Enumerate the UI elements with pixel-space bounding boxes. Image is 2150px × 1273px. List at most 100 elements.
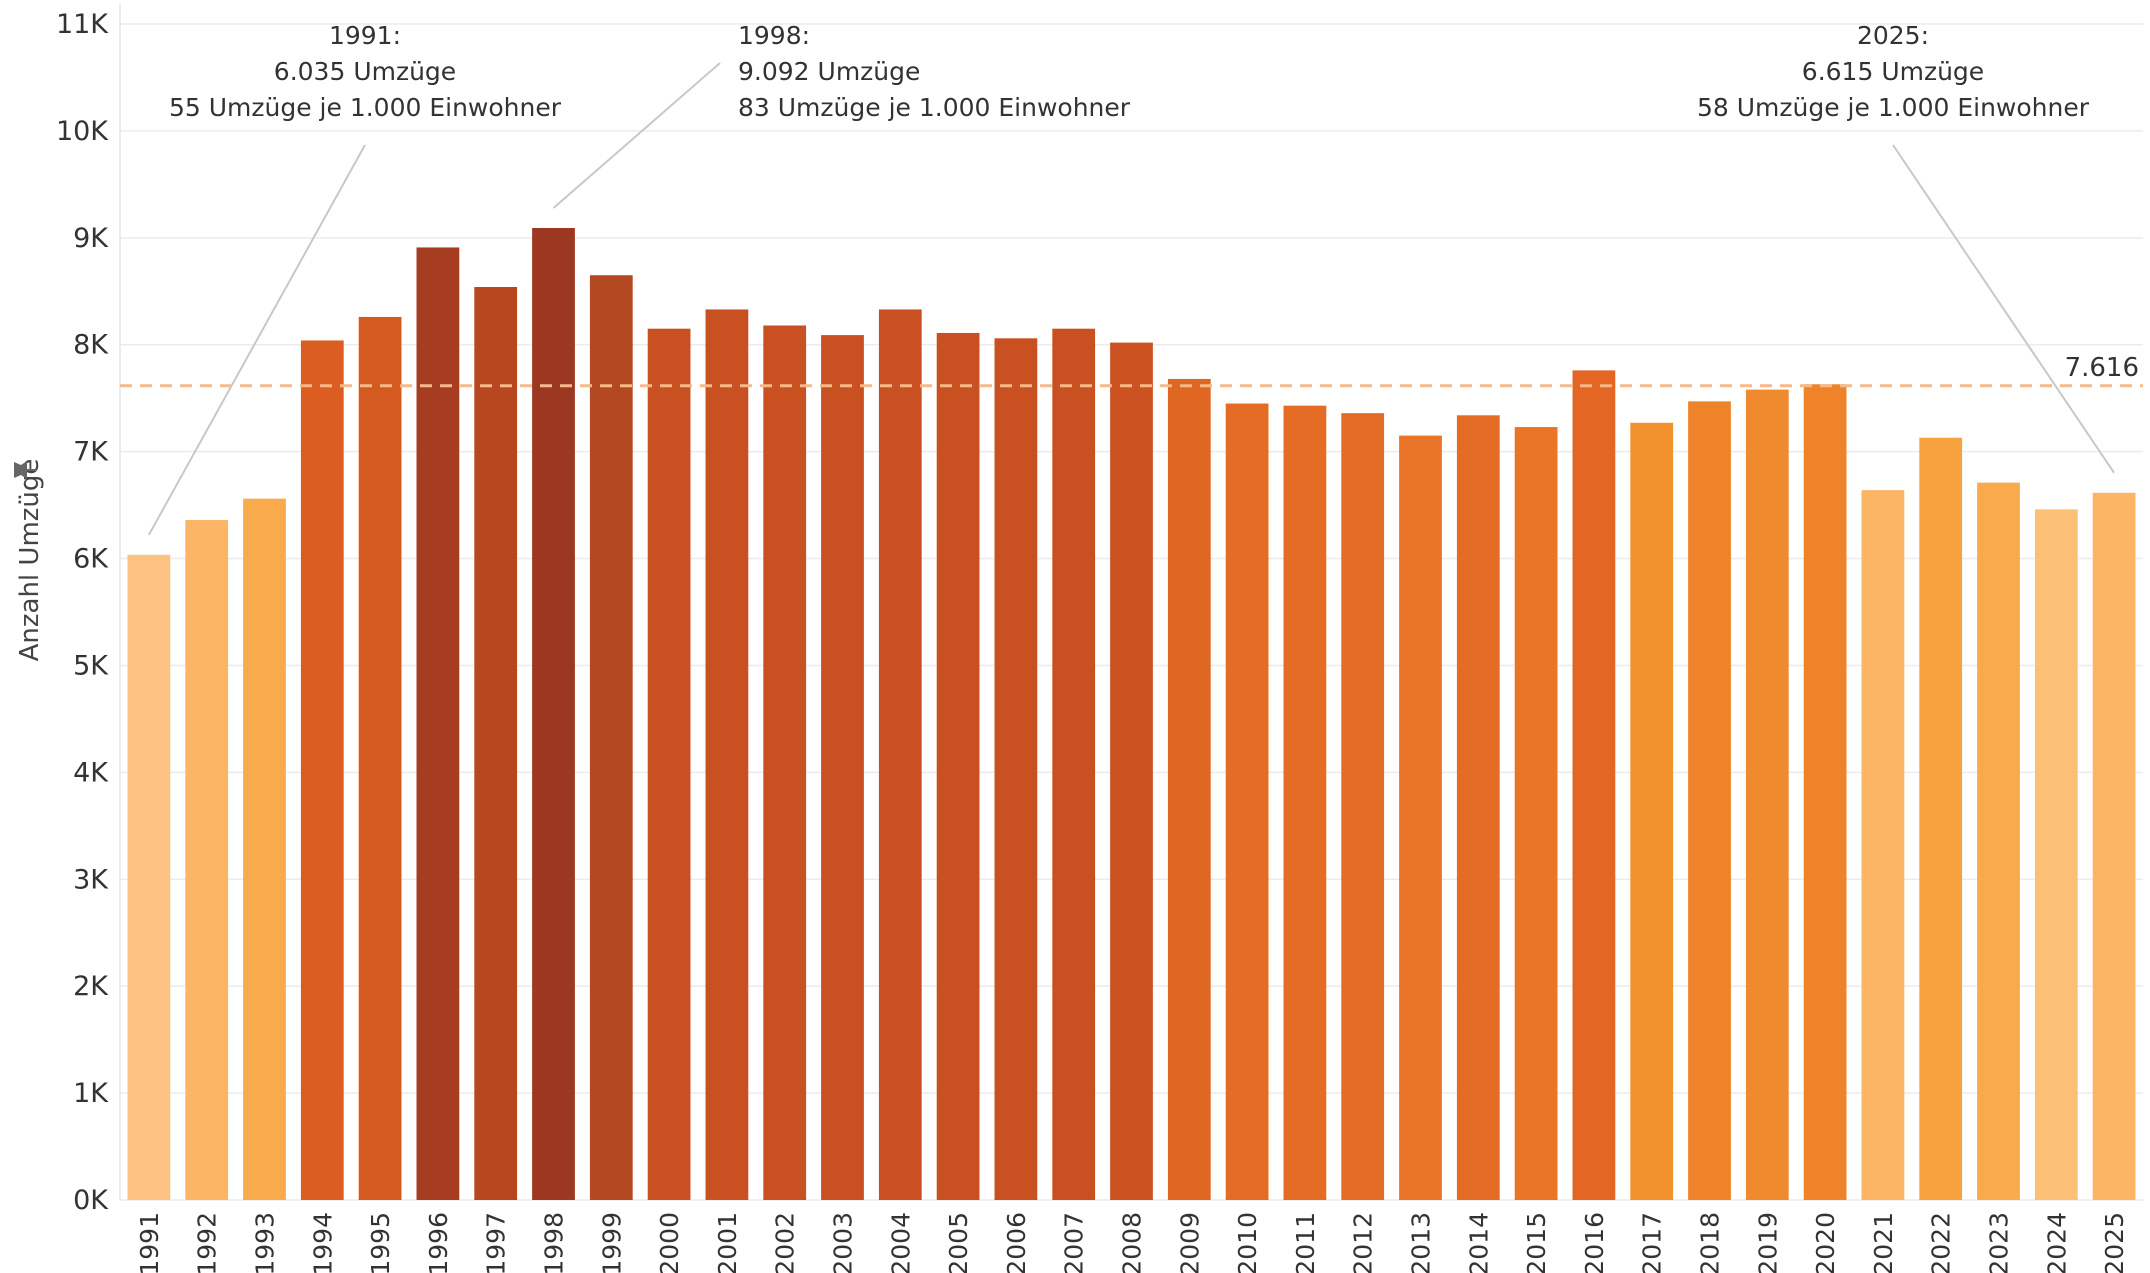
x-tick-label: 2021: [1869, 1212, 1898, 1273]
y-tick-label: 6K: [73, 544, 109, 575]
x-tick-label: 2004: [886, 1212, 915, 1273]
y-tick-label: 0K: [73, 1185, 109, 1216]
y-tick-label: 5K: [73, 650, 109, 681]
bar-1998[interactable]: [532, 227, 575, 1200]
bar-2016[interactable]: [1572, 370, 1616, 1200]
x-tick-label: 2023: [1985, 1212, 2014, 1273]
bar-1992[interactable]: [185, 520, 229, 1200]
bar-2009[interactable]: [1167, 378, 1211, 1200]
bar-2004[interactable]: [878, 309, 922, 1200]
bar-2020[interactable]: [1803, 384, 1847, 1200]
y-axis-ticks: 0K 1K 2K 3K 4K 5K 6K 7K 8K 9K 10K 11K: [56, 9, 109, 1216]
bar-2002[interactable]: [763, 325, 807, 1200]
bar-1996[interactable]: [416, 247, 460, 1200]
x-tick-label: 2018: [1696, 1212, 1725, 1273]
bar-2023[interactable]: [1977, 482, 2020, 1200]
annotation-text: 83 Umzüge je 1.000 Einwohner: [738, 93, 1131, 122]
x-tick-label: 2011: [1291, 1212, 1320, 1273]
x-tick-label: 2005: [944, 1212, 973, 1273]
annotations: 1991: 6.035 Umzüge 55 Umzüge je 1.000 Einw…: [148, 21, 2115, 536]
bar-2007[interactable]: [1052, 328, 1096, 1200]
x-tick-label: 2010: [1233, 1212, 1262, 1273]
x-axis-ticks: 1991 1992 1993 1994 1995 1996 1997 1998 1999 2000…: [135, 1212, 2129, 1273]
bar-2011[interactable]: [1283, 405, 1327, 1200]
x-tick-label: 2008: [1118, 1212, 1147, 1273]
x-tick-label: 2017: [1638, 1212, 1667, 1273]
annotation-text: 9.092 Umzüge: [738, 57, 920, 86]
bar-1991[interactable]: [127, 554, 171, 1200]
x-tick-label: 1999: [597, 1212, 626, 1273]
bar-2015[interactable]: [1514, 427, 1558, 1201]
bar-2008[interactable]: [1110, 342, 1153, 1200]
annotation-text: 55 Umzüge je 1.000 Einwohner: [169, 93, 562, 122]
x-tick-label: 1994: [308, 1212, 337, 1273]
bar-1993[interactable]: [243, 498, 286, 1200]
bar-2000[interactable]: [647, 328, 691, 1200]
y-tick-label: 1K: [73, 1078, 109, 1109]
average-reference-line: 7.616: [120, 353, 2143, 388]
bar-1999[interactable]: [589, 275, 633, 1201]
bar-2021[interactable]: [1861, 490, 1905, 1200]
bar-2010[interactable]: [1225, 403, 1269, 1200]
bar-2013[interactable]: [1399, 435, 1442, 1201]
y-axis-label: Anzahl Umzüge: [15, 459, 45, 662]
y-tick-label: 4K: [73, 757, 109, 788]
x-tick-label: 2016: [1580, 1212, 1609, 1273]
x-tick-label: 2022: [1927, 1212, 1956, 1273]
bar-2017[interactable]: [1630, 422, 1674, 1201]
y-tick-label: 3K: [73, 864, 109, 895]
bar-2014[interactable]: [1456, 415, 1500, 1201]
x-tick-label: 2014: [1464, 1212, 1493, 1273]
x-tick-label: 1995: [366, 1212, 395, 1273]
bar-2005[interactable]: [936, 332, 980, 1200]
x-tick-label: 1992: [193, 1212, 222, 1273]
x-tick-label: 2013: [1407, 1212, 1436, 1273]
x-tick-label: 1998: [540, 1212, 569, 1273]
bar-2018[interactable]: [1688, 401, 1731, 1200]
bar-2006[interactable]: [994, 338, 1038, 1200]
x-tick-label: 2024: [2042, 1212, 2071, 1273]
bar-1995[interactable]: [358, 316, 402, 1200]
x-tick-label: 2012: [1349, 1212, 1378, 1273]
annotation-text: 2025:: [1857, 21, 1929, 50]
bar-2012[interactable]: [1341, 413, 1385, 1201]
bar-2001[interactable]: [705, 309, 749, 1200]
x-tick-label: 2015: [1522, 1212, 1551, 1273]
annotation-leader-line: [1892, 144, 2115, 474]
annotation-text: 6.035 Umzüge: [274, 57, 456, 86]
annotation-text: 1998:: [738, 21, 810, 50]
y-tick-label: 2K: [73, 971, 109, 1002]
x-tick-label: 1991: [135, 1212, 164, 1273]
bar-2024[interactable]: [2034, 509, 2078, 1200]
annotation-leader-line: [552, 62, 721, 209]
bars: [127, 227, 2136, 1201]
x-tick-label: 2007: [1060, 1212, 1089, 1273]
annotation-text: 6.615 Umzüge: [1802, 57, 1984, 86]
bar-2003[interactable]: [821, 335, 864, 1200]
x-tick-label: 2000: [655, 1212, 684, 1273]
bar-1994[interactable]: [300, 340, 344, 1200]
pin-icon: [14, 461, 37, 479]
x-tick-label: 1997: [482, 1212, 511, 1273]
bar-2019[interactable]: [1745, 389, 1789, 1200]
bar-2025[interactable]: [2092, 492, 2136, 1200]
x-tick-label: 2020: [1811, 1212, 1840, 1273]
annotation-text: 58 Umzüge je 1.000 Einwohner: [1697, 93, 2090, 122]
y-tick-label: 9K: [73, 223, 109, 254]
y-tick-label: 7K: [73, 437, 109, 468]
annotation-leader-line: [148, 144, 366, 536]
x-tick-label: 2019: [1753, 1212, 1782, 1273]
x-tick-label: 2009: [1175, 1212, 1204, 1273]
y-tick-label: 8K: [73, 330, 109, 361]
x-tick-label: 2002: [771, 1212, 800, 1273]
annotation-text: 1991:: [329, 21, 401, 50]
x-tick-label: 2006: [1002, 1212, 1031, 1273]
x-tick-label: 2025: [2100, 1212, 2129, 1273]
x-tick-label: 2001: [713, 1212, 742, 1273]
x-tick-label: 1993: [251, 1212, 280, 1273]
y-tick-label: 10K: [56, 116, 109, 147]
bar-2022[interactable]: [1919, 437, 1963, 1201]
reference-line-label: 7.616: [2065, 353, 2139, 383]
bar-1997[interactable]: [474, 286, 518, 1201]
